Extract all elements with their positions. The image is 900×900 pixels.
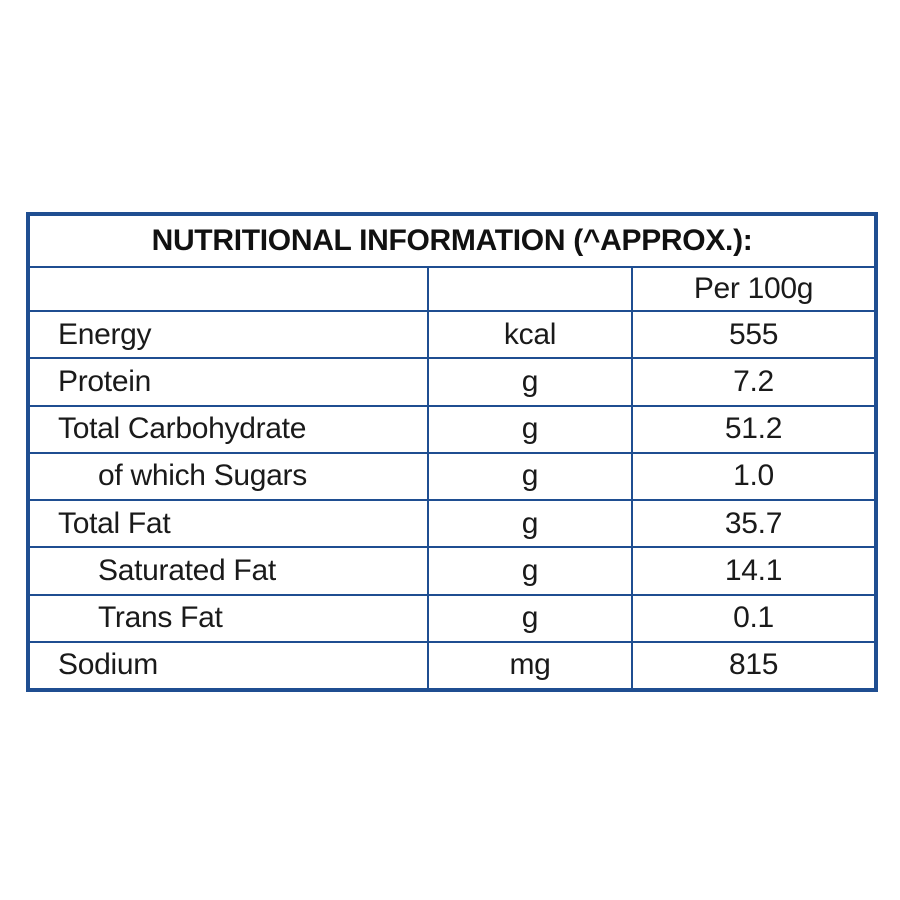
table-row: Energy kcal 555 (30, 309, 875, 360)
table-title: NUTRITIONAL INFORMATION (^APPROX.): (30, 216, 875, 268)
nutrient-unit: g (427, 404, 633, 454)
nutrient-value: 815 (630, 640, 875, 688)
title-row: NUTRITIONAL INFORMATION (^APPROX.): (30, 216, 875, 268)
nutrient-name: Total Fat (30, 499, 429, 549)
header-name-cell (30, 266, 429, 312)
nutrient-unit: g (427, 357, 633, 407)
table-row: Trans Fat g 0.1 (30, 593, 875, 643)
nutrition-panel: NUTRITIONAL INFORMATION (^APPROX.): Per … (26, 212, 878, 692)
table-row: Total Carbohydrate g 51.2 (30, 404, 875, 454)
nutrient-value: 14.1 (630, 546, 875, 596)
table-row: Sodium mg 815 (30, 640, 875, 688)
table-row: Total Fat g 35.7 (30, 499, 875, 549)
header-row: Per 100g (30, 266, 875, 312)
table-row: Saturated Fat g 14.1 (30, 546, 875, 596)
nutrient-name: of which Sugars (30, 451, 429, 502)
nutrient-unit: g (427, 546, 633, 596)
nutrient-value: 51.2 (630, 404, 875, 454)
nutrient-name: Energy (30, 309, 429, 360)
header-per-100g: Per 100g (630, 266, 875, 312)
table-row: Protein g 7.2 (30, 357, 875, 407)
nutrient-value: 0.1 (630, 593, 875, 643)
nutrient-value: 555 (630, 309, 875, 360)
header-unit-cell (427, 266, 633, 312)
nutrient-name: Sodium (30, 640, 429, 688)
nutrient-name: Protein (30, 357, 429, 407)
nutrient-name: Trans Fat (30, 593, 429, 643)
nutrient-name: Total Carbohydrate (30, 404, 429, 454)
nutrient-unit: kcal (427, 309, 633, 360)
nutrient-name: Saturated Fat (30, 546, 429, 596)
table-row: of which Sugars g 1.0 (30, 451, 875, 502)
nutrition-table: NUTRITIONAL INFORMATION (^APPROX.): Per … (30, 216, 875, 688)
nutrient-value: 1.0 (630, 451, 875, 502)
nutrient-unit: g (427, 499, 633, 549)
nutrient-value: 7.2 (630, 357, 875, 407)
nutrient-value: 35.7 (630, 499, 875, 549)
nutrient-unit: g (427, 593, 633, 643)
nutrient-unit: g (427, 451, 633, 502)
nutrient-unit: mg (427, 640, 633, 688)
